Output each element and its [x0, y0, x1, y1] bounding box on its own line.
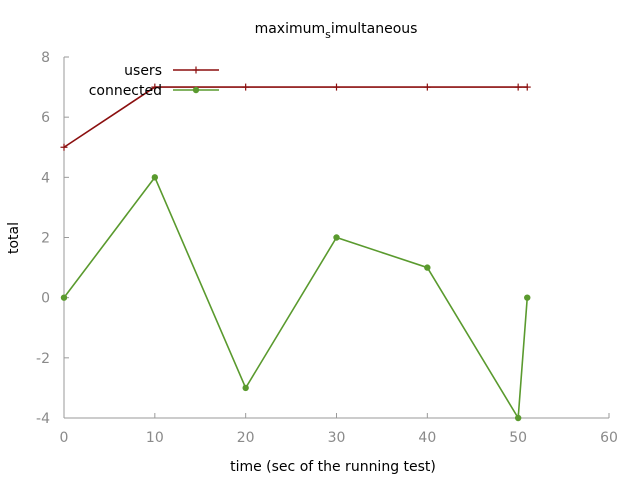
chart-title-rest: imultaneous — [331, 21, 418, 37]
y-tick-label: 2 — [41, 231, 50, 247]
data-point-connected — [333, 234, 340, 241]
legend-marker-users — [192, 66, 200, 74]
data-point-users — [423, 83, 431, 91]
data-point-users — [60, 143, 68, 151]
x-tick-label: 50 — [509, 430, 527, 446]
data-point-users — [242, 83, 250, 91]
series-layer — [60, 83, 531, 422]
x-tick-label: 10 — [146, 430, 164, 446]
x-axis-label: time (sec of the running test) — [230, 459, 436, 475]
y-tick-label: -4 — [36, 411, 50, 427]
x-axis: 0 10 20 30 40 50 60 — [60, 413, 618, 446]
chart-title-main: maximum — [255, 21, 326, 37]
legend-label-users: users — [124, 63, 162, 79]
y-tick-label: 0 — [41, 291, 50, 307]
legend: users connected — [89, 63, 219, 99]
data-point-connected — [151, 174, 159, 181]
y-axis: -4 -2 0 2 4 6 8 — [36, 50, 69, 427]
data-point-users — [523, 83, 531, 91]
data-point-users — [514, 83, 522, 91]
data-point-users — [151, 83, 159, 91]
x-tick-label: 20 — [237, 430, 255, 446]
series-users — [60, 83, 531, 151]
y-axis-label: total — [6, 222, 22, 254]
x-tick-label: 60 — [600, 430, 618, 446]
data-point-connected — [424, 264, 431, 271]
data-point-users — [333, 83, 340, 91]
legend-label-connected: connected — [89, 83, 162, 99]
series-line-connected — [63, 175, 529, 421]
legend-entry-users: users — [124, 63, 219, 79]
y-tick-label: 4 — [41, 170, 50, 186]
x-tick-label: 30 — [328, 430, 346, 446]
y-tick-label: 6 — [41, 110, 50, 126]
y-tick-label: 8 — [41, 50, 50, 66]
series-connected — [60, 174, 531, 422]
data-point-connected — [524, 294, 531, 301]
chart-title: maximumsimultaneous — [255, 21, 418, 41]
legend-entry-connected: connected — [89, 83, 219, 99]
data-point-connected — [60, 294, 68, 301]
data-point-connected — [242, 384, 249, 392]
y-tick-label: -2 — [36, 351, 50, 367]
x-tick-label: 0 — [60, 430, 69, 446]
legend-marker-connected — [192, 86, 200, 94]
chart-title-subscript: s — [325, 28, 331, 41]
x-tick-label: 40 — [418, 430, 436, 446]
data-point-connected — [514, 414, 522, 422]
